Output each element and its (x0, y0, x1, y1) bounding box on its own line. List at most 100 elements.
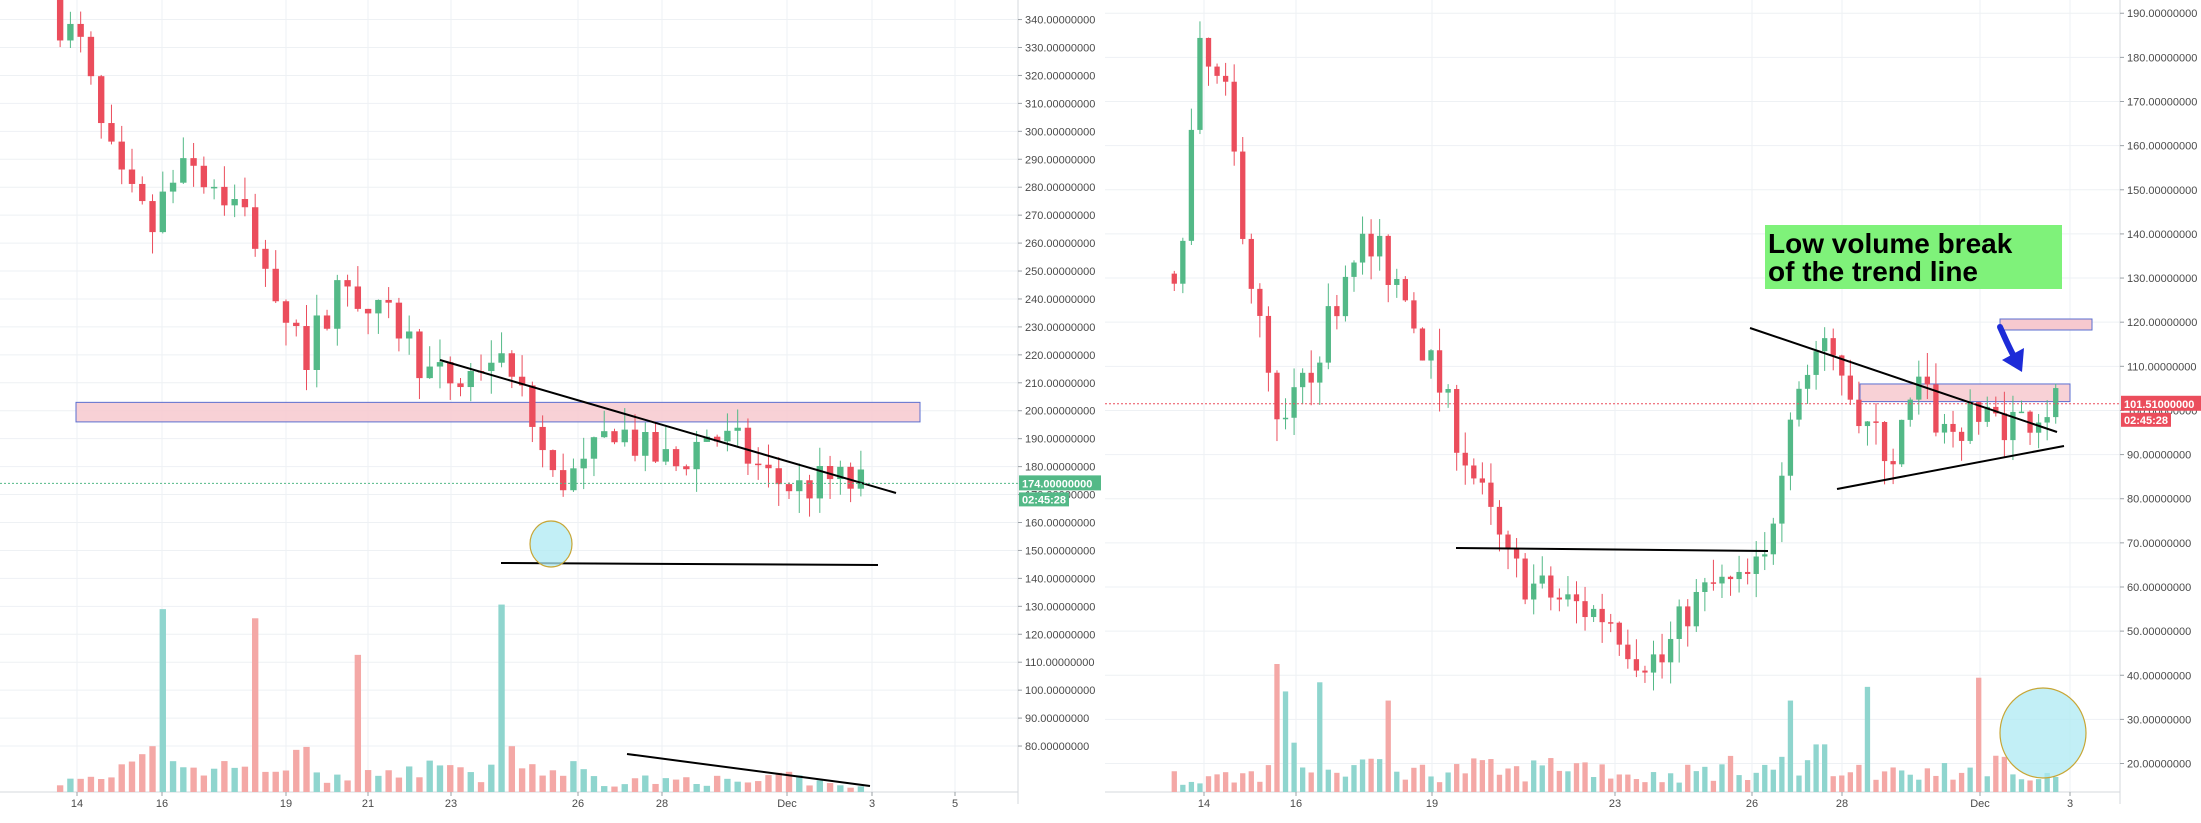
candle-body (580, 458, 587, 469)
volume-bar (1488, 759, 1494, 792)
price-axis-label: 140.00000000 (1025, 573, 1095, 585)
volume-bar (1950, 779, 1956, 792)
candle-body (1231, 81, 1237, 152)
candle-body (262, 248, 269, 269)
candle-body (1308, 372, 1314, 383)
volume-bar (405, 766, 413, 792)
trend-line[interactable] (439, 359, 897, 494)
arrow-head-icon (2002, 348, 2024, 372)
candle-body (1685, 606, 1691, 627)
price-axis-label: 260.00000000 (1025, 238, 1095, 250)
volume-bar (1710, 780, 1717, 792)
candle-body (1676, 606, 1682, 639)
trend-line[interactable] (1836, 445, 2065, 490)
candle-body (1556, 597, 1563, 600)
support-zone[interactable] (75, 401, 921, 423)
support-zone[interactable] (1859, 383, 2071, 403)
volume-bar (303, 746, 310, 792)
volume-bar (344, 780, 351, 792)
volume-bar (467, 772, 474, 792)
candle-body (1822, 338, 1828, 352)
volume-bar (765, 775, 772, 792)
price-axis-label: 20.00000000 (2127, 759, 2191, 771)
time-axis-label: 16 (1290, 798, 1302, 810)
price-axis-label: 150.00000000 (2127, 185, 2197, 197)
volume-bar (139, 754, 146, 792)
trend-line[interactable] (1749, 327, 2058, 433)
volume-bar (1368, 758, 1374, 792)
candle-body (785, 484, 793, 492)
volume-bar (1813, 744, 1819, 792)
volume-bar (1941, 763, 1948, 792)
price-axis-label: 110.00000000 (1025, 657, 1095, 669)
volume-bar (1351, 765, 1357, 792)
volume-bar (1436, 782, 1443, 792)
volume-bar (529, 764, 536, 792)
volume-bar (1787, 700, 1794, 792)
volume-bar (672, 779, 680, 792)
price-axis-label: 60.00000000 (2127, 582, 2191, 594)
price-axis-label: 270.00000000 (1025, 210, 1095, 222)
candle-body (1916, 376, 1922, 400)
last-price-tag[interactable] (1019, 475, 1101, 491)
volume-bar (1582, 762, 1588, 792)
highlight-circle[interactable] (1999, 687, 2087, 779)
candle-body (518, 376, 526, 386)
grid (1105, 0, 2120, 792)
trend-line[interactable] (500, 562, 879, 566)
candle-body (1248, 238, 1254, 289)
volume-bar (1291, 742, 1297, 792)
trend-line[interactable] (1455, 547, 1769, 552)
annotation-box (1765, 225, 2062, 289)
candle-body (1719, 576, 1725, 584)
candle-body (1616, 622, 1622, 645)
right-chart-panel[interactable]: 190.00000000 180.00000000 170.00000000 160.… (1105, 0, 2201, 810)
volume-bar (200, 775, 208, 792)
volume-bar (241, 766, 249, 792)
time-axis-label: 14 (71, 798, 83, 810)
volume-bar (2027, 780, 2033, 792)
volume-bar (1847, 772, 1853, 792)
volume-bar (149, 746, 156, 792)
volume-bar (395, 777, 403, 792)
candle-body (816, 466, 823, 499)
volume-bar (1188, 781, 1195, 792)
price-axis-label: 40.00000000 (2127, 670, 2191, 682)
candle-body (1976, 402, 1982, 422)
candle-body (159, 191, 166, 233)
volume-bar (334, 774, 341, 792)
candle-body (570, 468, 577, 491)
volume-bar (1556, 770, 1563, 792)
price-axis-label: 310.00000000 (1025, 98, 1095, 110)
volume-bar (1180, 784, 1186, 792)
candle-body (1633, 659, 1640, 671)
candle-body (231, 199, 238, 206)
price-axis-label: 150.00000000 (1025, 545, 1095, 557)
candle-body (210, 186, 218, 189)
annotation-line-2: of the trend line (1768, 256, 1978, 287)
candle-body (1762, 554, 1768, 557)
volume-bar (210, 768, 218, 792)
price-axis[interactable]: 190.00000000 180.00000000 170.00000000 160.… (2120, 8, 2197, 771)
candle-body (405, 331, 413, 339)
candle-body (56, 0, 64, 41)
time-axis[interactable]: 14 16 19 23 26 28 Dec 3 (1198, 792, 2073, 810)
volume-bar (1419, 764, 1426, 792)
time-axis[interactable]: 14 16 19 21 23 26 28 Dec 3 5 (71, 792, 958, 810)
candle-body (539, 426, 546, 451)
candle-body (252, 207, 259, 249)
price-axis[interactable]: 340.00000000 330.00000000 320.00000000 310.… (1018, 15, 1095, 753)
volume-bar (1445, 772, 1451, 792)
volume-bar (1667, 773, 1674, 792)
volume-bar (87, 776, 95, 792)
last-price-tag[interactable] (2121, 395, 2201, 411)
candle-body (375, 299, 382, 314)
trend-line[interactable] (626, 753, 871, 787)
candle-body (1385, 235, 1391, 285)
candle-body (169, 182, 177, 192)
resistance-zone[interactable] (1999, 318, 2093, 331)
left-chart-panel[interactable]: 340.00000000 330.00000000 320.00000000 310.… (0, 0, 1101, 810)
candle-body (1317, 362, 1323, 383)
highlight-circle[interactable] (529, 520, 573, 568)
candle-body (323, 315, 331, 329)
